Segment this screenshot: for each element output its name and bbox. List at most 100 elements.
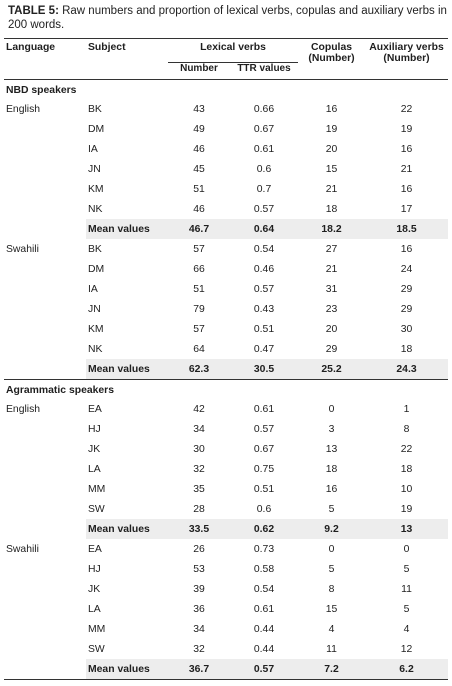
caption-label: TABLE 5:: [8, 5, 59, 17]
language-cell: Swahili: [6, 243, 39, 255]
copulas-cell: 18: [325, 463, 338, 475]
language-cell: Swahili: [6, 543, 39, 555]
mean-auxiliary: 13: [365, 519, 449, 539]
table-row: KM 57 0.51 20 30: [4, 319, 448, 339]
language-cell: [4, 419, 86, 439]
mean-label: Mean values: [86, 219, 168, 239]
subject-cell: SW: [88, 503, 105, 515]
mean-row: Mean values 33.5 0.62 9.2 13: [4, 519, 449, 539]
mean-number: 36.7: [168, 659, 230, 680]
ttr-cell: 0.51: [253, 483, 275, 495]
number-cell: 28: [193, 503, 205, 515]
number-cell: 49: [193, 123, 205, 135]
mean-label: Mean values: [86, 359, 168, 380]
subject-cell: JN: [88, 303, 101, 315]
language-cell: [4, 339, 86, 359]
language-cell: [4, 599, 86, 619]
subject-cell: MM: [88, 483, 106, 495]
ttr-cell: 0.67: [253, 443, 275, 455]
table-row: IA 46 0.61 20 16: [4, 139, 448, 159]
table-row: LA 36 0.61 15 5: [4, 599, 448, 619]
caption-text: Raw numbers and proportion of lexical ve…: [8, 5, 447, 31]
header-number: Number: [168, 62, 230, 80]
ttr-cell: 0.57: [253, 423, 275, 435]
table-row: Swahili BK 57 0.54 27 16: [4, 239, 448, 259]
data-table: Language Subject Lexical verbs Copulas (…: [4, 38, 449, 680]
copulas-cell: 5: [328, 563, 335, 575]
section-header-row: NBD speakers: [4, 80, 448, 100]
subject-cell: IA: [88, 283, 98, 295]
table-row: MM 35 0.51 16 10: [4, 479, 448, 499]
language-cell: [4, 139, 86, 159]
mean-ttr: 0.62: [230, 519, 299, 539]
language-cell: [4, 359, 86, 380]
number-cell: 42: [193, 403, 205, 415]
number-cell: 79: [193, 303, 205, 315]
table-row: Swahili EA 26 0.73 0 0: [4, 539, 448, 559]
auxiliary-cell: 12: [400, 643, 413, 655]
auxiliary-cell: 29: [400, 283, 413, 295]
auxiliary-cell: 18: [400, 463, 413, 475]
mean-number: 62.3: [168, 359, 230, 380]
number-cell: 39: [193, 583, 205, 595]
ttr-cell: 0.67: [253, 123, 275, 135]
copulas-cell: 21: [325, 263, 338, 275]
copulas-cell: 29: [325, 343, 338, 355]
number-cell: 57: [193, 323, 205, 335]
language-cell: [4, 179, 86, 199]
mean-label: Mean values: [86, 519, 168, 539]
language-cell: [4, 299, 86, 319]
number-cell: 34: [193, 423, 205, 435]
auxiliary-cell: 16: [400, 243, 413, 255]
auxiliary-cell: 19: [400, 123, 413, 135]
table-row: English BK 43 0.66 16 22: [4, 99, 448, 119]
ttr-cell: 0.57: [253, 283, 275, 295]
language-cell: English: [6, 103, 41, 115]
ttr-cell: 0.46: [253, 263, 275, 275]
table-row: NK 46 0.57 18 17: [4, 199, 448, 219]
language-cell: [4, 199, 86, 219]
table-row: KM 51 0.7 21 16: [4, 179, 448, 199]
language-cell: [4, 279, 86, 299]
header-language: Language: [6, 42, 56, 53]
ttr-cell: 0.47: [253, 343, 275, 355]
language-cell: [4, 579, 86, 599]
subject-cell: NK: [88, 203, 103, 215]
mean-copulas: 9.2: [298, 519, 366, 539]
header-auxiliary-verbs: Auxiliary verbs (Number): [365, 38, 449, 80]
header-lexical-verbs: Lexical verbs: [168, 38, 299, 63]
table-row: MM 34 0.44 4 4: [4, 619, 448, 639]
copulas-cell: 5: [328, 503, 335, 515]
copulas-cell: 13: [325, 443, 338, 455]
auxiliary-cell: 5: [403, 563, 410, 575]
number-cell: 66: [193, 263, 205, 275]
auxiliary-cell: 1: [403, 403, 410, 415]
copulas-cell: 4: [328, 623, 335, 635]
language-cell: [4, 519, 86, 539]
subject-cell: MM: [88, 623, 106, 635]
subject-cell: KM: [88, 183, 104, 195]
copulas-cell: 20: [325, 143, 338, 155]
copulas-cell: 31: [325, 283, 338, 295]
language-cell: [4, 659, 86, 680]
table-row: JN 79 0.43 23 29: [4, 299, 448, 319]
subject-cell: DM: [88, 263, 105, 275]
header-row-sub: Number TTR values: [4, 62, 448, 80]
auxiliary-cell: 22: [400, 103, 413, 115]
number-cell: 53: [193, 563, 205, 575]
table-row: SW 32 0.44 11 12: [4, 639, 448, 659]
copulas-cell: 23: [325, 303, 338, 315]
table-row: HJ 53 0.58 5 5: [4, 559, 448, 579]
language-cell: [4, 159, 86, 179]
copulas-cell: 3: [328, 423, 335, 435]
subject-cell: HJ: [88, 563, 101, 575]
subject-cell: LA: [88, 603, 101, 615]
mean-auxiliary: 24.3: [365, 359, 449, 380]
table-row: LA 32 0.75 18 18: [4, 459, 448, 479]
mean-auxiliary: 6.2: [365, 659, 449, 680]
section-title: Agrammatic speakers: [4, 379, 449, 399]
ttr-cell: 0.6: [256, 503, 272, 515]
auxiliary-cell: 24: [400, 263, 413, 275]
subject-cell: JK: [88, 583, 101, 595]
ttr-cell: 0.51: [253, 323, 275, 335]
